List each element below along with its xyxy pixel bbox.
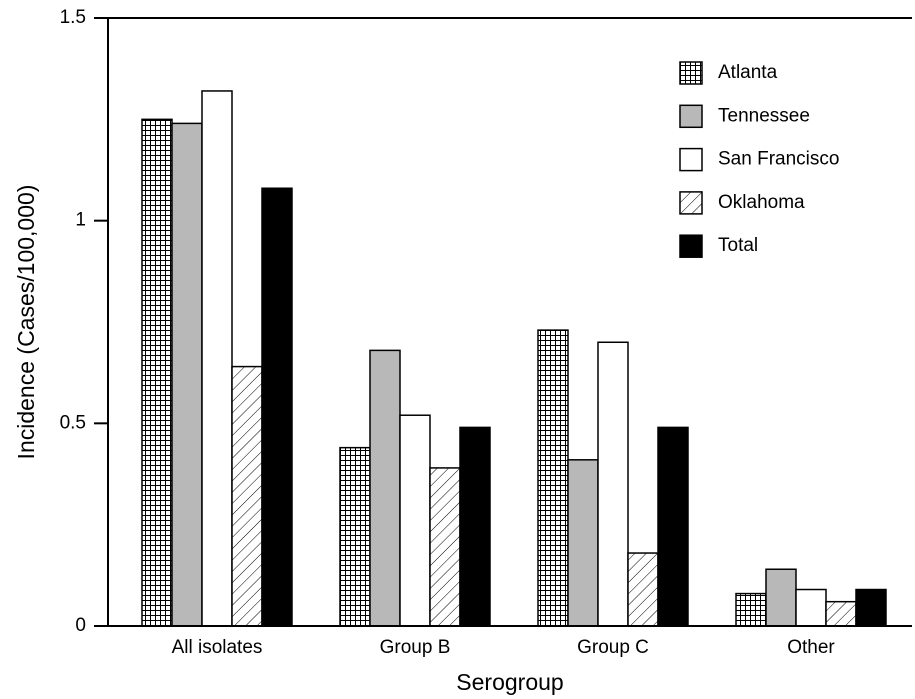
legend-label: Total (718, 235, 758, 256)
bar (429, 467, 461, 627)
y-tick-label: 1.5 (60, 7, 86, 28)
x-tick-label: Group B (380, 637, 451, 658)
bar (171, 122, 203, 627)
bar (339, 446, 371, 627)
bar (855, 588, 887, 627)
legend-label: Tennessee (718, 105, 810, 126)
bar (261, 187, 293, 627)
legend-swatch (679, 234, 703, 258)
x-axis-title: Serogroup (456, 669, 563, 695)
bar (765, 568, 797, 627)
bar (567, 459, 599, 627)
bar (597, 341, 629, 627)
y-tick-label: 0 (75, 615, 86, 636)
y-tick-label: 0.5 (60, 412, 86, 433)
bar (825, 600, 857, 627)
legend-swatch (679, 104, 703, 129)
bar (141, 118, 173, 627)
y-axis-title: Incidence (Cases/100,000) (13, 185, 39, 460)
bar (657, 426, 689, 627)
bar (627, 552, 659, 627)
bar (399, 414, 431, 627)
bar (735, 592, 767, 627)
legend-label: San Francisco (718, 149, 839, 170)
legend-swatch (679, 61, 703, 85)
y-tick-label: 1 (75, 210, 86, 231)
bar (795, 588, 827, 627)
bar (537, 329, 569, 627)
bar (459, 426, 491, 627)
x-tick-label: Other (787, 637, 835, 658)
bar (201, 90, 233, 627)
legend-swatch (679, 147, 703, 172)
bar (369, 349, 401, 627)
x-tick-label: All isolates (172, 637, 263, 658)
legend-label: Oklahoma (718, 192, 805, 213)
x-tick-label: Group C (577, 637, 649, 658)
legend-swatch (679, 191, 703, 215)
bar (231, 365, 263, 627)
legend-label: Atlanta (718, 62, 778, 83)
